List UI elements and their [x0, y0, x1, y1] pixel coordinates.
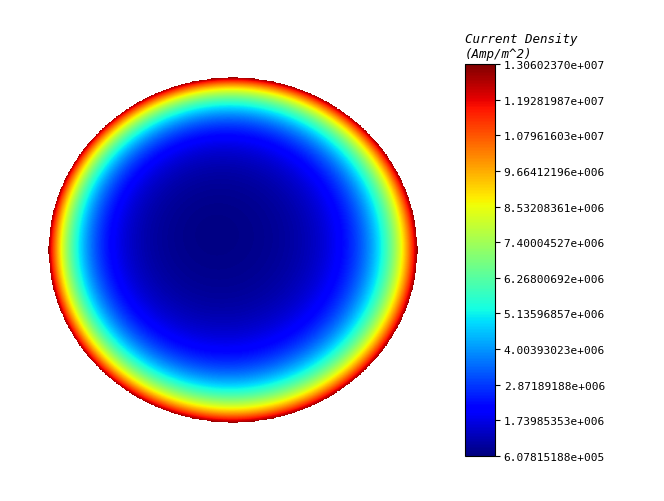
Text: Current Density
(Amp/m^2): Current Density (Amp/m^2)	[465, 33, 577, 61]
